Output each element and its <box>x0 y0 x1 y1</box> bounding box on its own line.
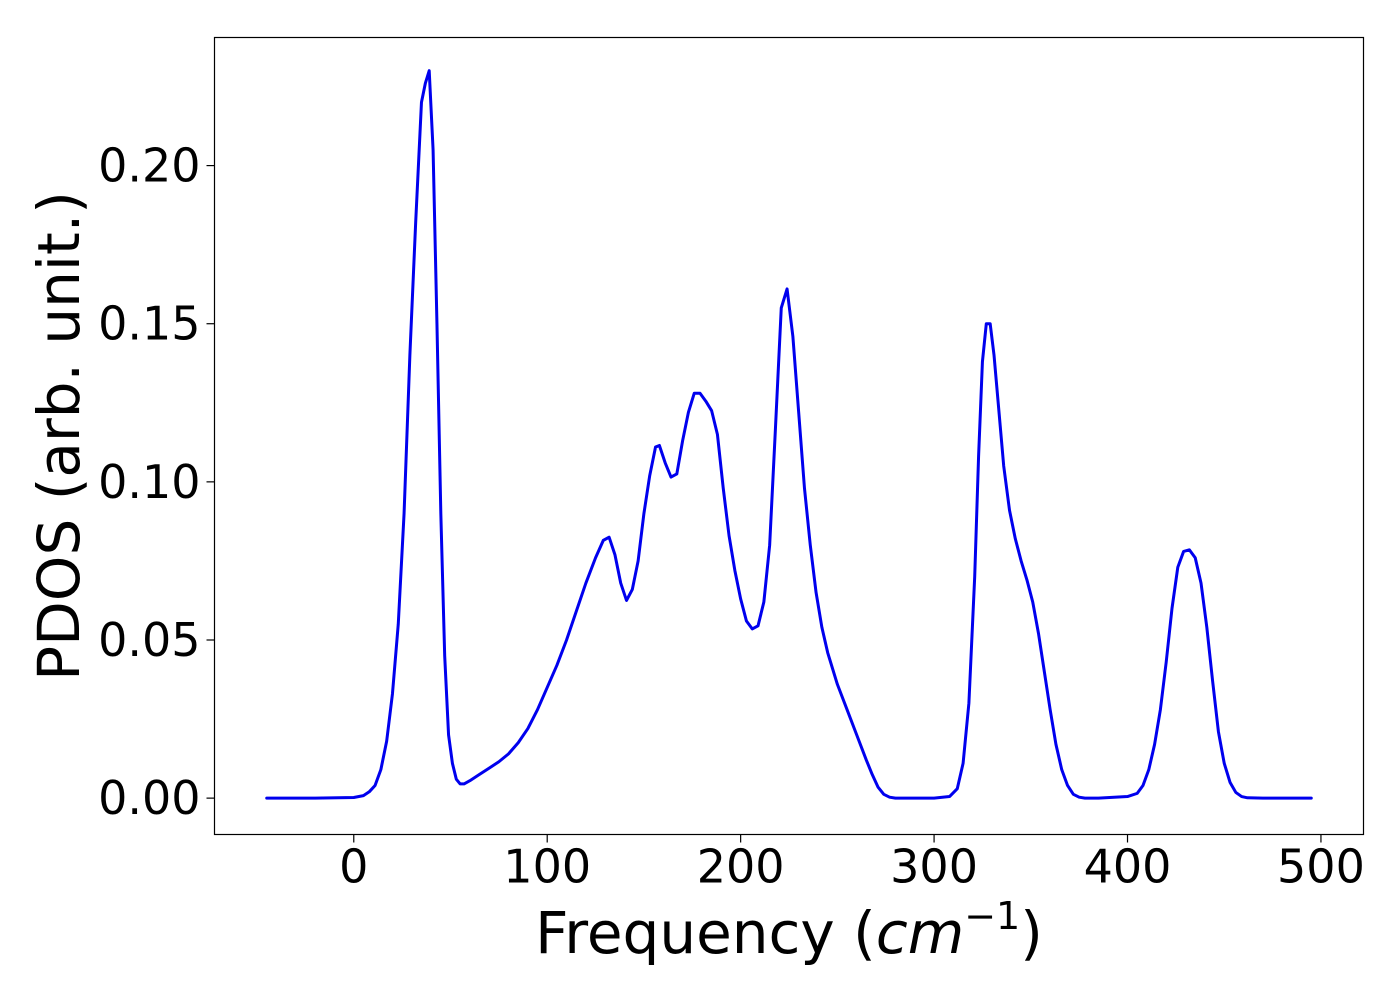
y-tick-label: 0.20 <box>98 139 200 193</box>
x-axis-ticks: 0 100 200 300 400 500 <box>339 834 1365 894</box>
pdos-curve <box>265 69 1313 800</box>
x-tick-label: 400 <box>1084 840 1172 894</box>
x-tick-label: 0 <box>339 840 368 894</box>
axes-frame <box>213 36 1365 836</box>
y-tick-label: 0.15 <box>98 297 200 351</box>
x-tick-label: 100 <box>503 840 591 894</box>
x-tick-label: 500 <box>1277 840 1365 894</box>
y-tick-label: 0.00 <box>98 771 200 825</box>
y-axis-ticks: 0.00 0.05 0.10 0.15 0.20 <box>98 139 215 825</box>
y-tick-label: 0.05 <box>98 613 200 667</box>
x-tick-label: 200 <box>697 840 785 894</box>
y-tick-label: 0.10 <box>98 455 200 509</box>
x-tick-label: 300 <box>890 840 978 894</box>
y-axis-label: PDOS (arb. unit.) <box>25 191 93 681</box>
x-axis-label: Frequency (cm−1) <box>535 894 1043 967</box>
